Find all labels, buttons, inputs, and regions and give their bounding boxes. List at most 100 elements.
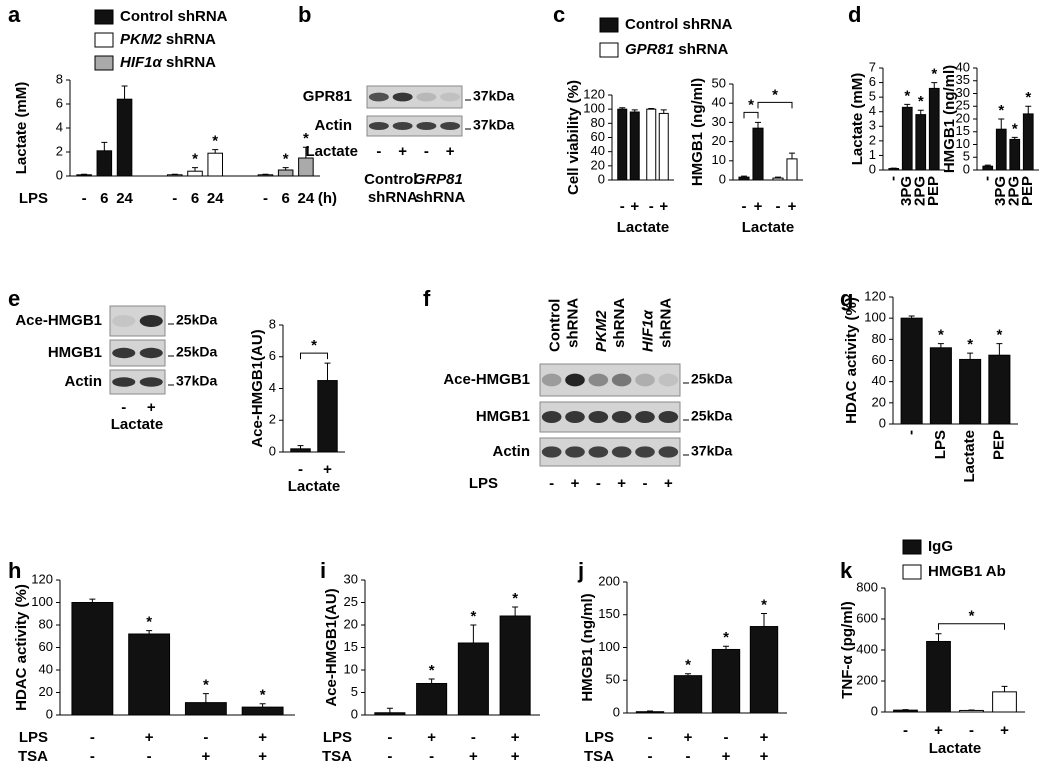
blot-band (541, 373, 562, 387)
lane-label: + (664, 475, 673, 492)
y-axis-label: Ace-HMGB1(AU) (323, 588, 340, 706)
size-label: 25kDa (691, 408, 732, 424)
error-bar (470, 624, 477, 643)
error-bar (324, 362, 331, 381)
bar (646, 108, 657, 181)
significance-bracket (938, 623, 1005, 630)
y-axis-label: HMGB1 (ng/ml) (689, 78, 706, 186)
bar (629, 111, 640, 181)
bar (926, 640, 951, 713)
x-tick-label: 3PG (898, 176, 915, 206)
y-tick-label: 800 (856, 579, 878, 594)
y-tick-label: 30 (712, 114, 726, 129)
y-tick-label: 40 (712, 95, 726, 110)
blot-strip (366, 115, 463, 137)
x-tick-label: + (684, 729, 693, 746)
row-label: TSA (18, 748, 48, 761)
error-bar (647, 710, 653, 712)
significance-bracket (757, 101, 793, 109)
x-tick-label: + (511, 748, 520, 761)
x-tick-label: PEP (1019, 176, 1036, 206)
x-axis-label: Lactate (929, 740, 982, 757)
legend-label: HIF1α shRNA (120, 54, 216, 71)
y-tick-label: 20 (591, 157, 605, 172)
bar (915, 114, 927, 171)
y-tick-label: 0 (869, 161, 876, 176)
x-tick-label: 2PG (912, 176, 929, 206)
y-axis-label: Lactate (mM) (849, 73, 866, 166)
y-tick-label: 25 (956, 98, 970, 113)
y-tick-label: 80 (872, 331, 886, 346)
bar (416, 683, 448, 716)
y-tick-label: 50 (712, 75, 726, 90)
blot-strip (539, 437, 681, 467)
panel-letter: b (298, 2, 311, 27)
panel-letter: f (423, 286, 431, 311)
x-tick-label: - (298, 461, 303, 478)
bar (929, 347, 952, 425)
y-tick-label: 20 (39, 684, 53, 699)
significance-label: * (904, 87, 910, 104)
y-axis-label: Ace-HMGB1(AU) (249, 329, 266, 447)
x-tick-label: - (979, 176, 996, 181)
x-tick-label: + (788, 198, 797, 215)
error-bar (908, 315, 915, 319)
bar (738, 176, 750, 181)
y-tick-label: 40 (872, 373, 886, 388)
blot-band (392, 92, 413, 102)
blot-band (139, 377, 163, 387)
row-label: LPS (585, 729, 614, 746)
blot-band (440, 122, 461, 130)
x-tick-label: - (742, 198, 747, 215)
y-tick-label: 600 (856, 610, 878, 625)
bar (76, 174, 92, 177)
row-label: LPS (19, 190, 48, 207)
y-axis-label: Lactate (mM) (13, 82, 30, 175)
bar (959, 709, 984, 713)
blot-band (541, 446, 562, 458)
y-axis-label: HDAC activity (%) (13, 584, 30, 711)
blot-band (541, 411, 562, 423)
blot-band (139, 315, 163, 327)
blot-row-label: HMGB1 (476, 408, 530, 425)
error-bar (262, 173, 269, 175)
y-tick-label: 50 (606, 672, 620, 687)
y-tick-label: 6 (269, 348, 276, 363)
x-tick-label: - (724, 729, 729, 746)
bar (184, 702, 227, 716)
error-bar (171, 173, 178, 175)
y-tick-label: 40 (591, 143, 605, 158)
row-suffix: (h) (318, 190, 337, 207)
error-bar (1001, 685, 1008, 692)
x-tick-label: + (659, 198, 668, 215)
significance-label: * (918, 93, 924, 110)
y-tick-label: 0 (963, 161, 970, 176)
error-bar (146, 630, 153, 634)
error-bar (931, 82, 938, 89)
lane-label: - (596, 475, 601, 492)
y-tick-label: 0 (879, 415, 886, 430)
legend-label: PKM2 shRNA (120, 31, 216, 48)
bar (71, 602, 114, 716)
x-tick-label: - (387, 748, 392, 761)
bar (749, 626, 779, 714)
x-tick-label: - (648, 729, 653, 746)
size-label: 25kDa (176, 312, 217, 328)
error-bar (302, 146, 309, 158)
blot-band (565, 446, 585, 458)
blot-band (588, 446, 609, 458)
error-bar (937, 343, 944, 348)
panel-letter: i (320, 558, 326, 583)
y-tick-label: 8 (56, 71, 63, 86)
blot-strip (366, 85, 463, 109)
x-tick-label: + (760, 748, 769, 761)
x-tick-label: + (201, 748, 210, 761)
bar (374, 712, 406, 716)
y-tick-label: 8 (269, 316, 276, 331)
row-label: TSA (322, 748, 352, 761)
y-tick-label: 10 (344, 661, 358, 676)
y-axis-label: HDAC activity (%) (843, 297, 860, 424)
blot-strip (539, 363, 681, 397)
bar (207, 152, 224, 177)
blot-band (112, 347, 136, 359)
